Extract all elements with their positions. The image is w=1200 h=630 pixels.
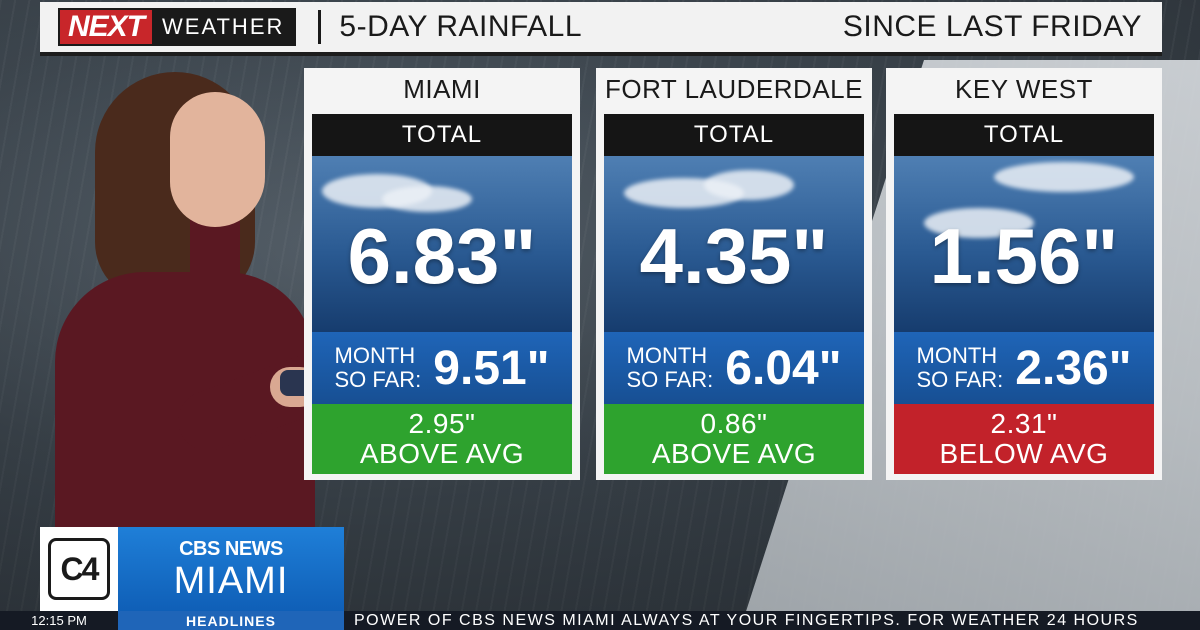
ticker-headlines-label: HEADLINES xyxy=(118,611,344,630)
sky-panel: 4.35" xyxy=(604,156,864,332)
avg-text: BELOW AVG xyxy=(939,438,1109,469)
avg-box: 2.95" ABOVE AVG xyxy=(312,404,572,474)
next-weather-logo: NEXT WEATHER xyxy=(58,8,297,46)
month-so-far-value: 6.04" xyxy=(725,341,842,395)
total-value: 4.35" xyxy=(639,211,829,300)
graphic-header: NEXT WEATHER 5-DAY RAINFALL SINCE LAST F… xyxy=(40,2,1162,56)
presenter xyxy=(55,72,351,542)
station-network: CBS NEWS xyxy=(179,537,283,560)
sky-panel: 1.56" xyxy=(894,156,1154,332)
total-value: 6.83" xyxy=(347,211,537,300)
cbs4-logo: C4 xyxy=(40,527,118,611)
brand-weather: WEATHER xyxy=(152,10,295,44)
month-label-line1: MONTH xyxy=(334,343,416,368)
sky-panel: 6.83" xyxy=(312,156,572,332)
header-divider xyxy=(318,10,322,44)
station-city: MIAMI xyxy=(173,559,289,602)
ticker-text: POWER OF CBS NEWS MIAMI ALWAYS AT YOUR F… xyxy=(354,611,1139,629)
presenter-face xyxy=(170,92,265,227)
month-so-far-label: MONTH SO FAR: xyxy=(335,344,422,392)
month-so-far-label: MONTH SO FAR: xyxy=(917,344,1004,392)
rain-card-miami: MIAMI TOTAL 6.83" MONTH SO FAR: 9.51" 2.… xyxy=(304,68,580,480)
month-label-line1: MONTH xyxy=(916,343,998,368)
station-banner: CBS NEWS MIAMI xyxy=(118,527,344,611)
total-value: 1.56" xyxy=(929,211,1119,300)
month-so-far-row: MONTH SO FAR: 2.36" xyxy=(894,332,1154,404)
card-city: MIAMI xyxy=(403,73,481,104)
month-so-far-row: MONTH SO FAR: 6.04" xyxy=(604,332,864,404)
brand-next: NEXT xyxy=(60,10,153,44)
avg-value: 0.86" xyxy=(700,408,768,439)
month-so-far-value: 2.36" xyxy=(1015,341,1132,395)
month-label-line1: MONTH xyxy=(626,343,708,368)
avg-box: 2.31" BELOW AVG xyxy=(894,404,1154,474)
cloud-icon xyxy=(382,186,472,212)
rain-card-fort-lauderdale: FORT LAUDERDALE TOTAL 4.35" MONTH SO FAR… xyxy=(596,68,872,480)
ticker-time: 12:15 PM xyxy=(31,613,87,628)
avg-value: 2.31" xyxy=(990,408,1058,439)
rain-card-key-west: KEY WEST TOTAL 1.56" MONTH SO FAR: 2.36"… xyxy=(886,68,1162,480)
cloud-icon xyxy=(704,170,794,200)
month-so-far-label: MONTH SO FAR: xyxy=(627,344,714,392)
month-label-line2: SO FAR: xyxy=(626,367,714,392)
news-ticker: 12:15 PM HEADLINES POWER OF CBS NEWS MIA… xyxy=(0,611,1200,630)
cbs-eye-icon: C4 xyxy=(48,538,110,600)
total-label: TOTAL xyxy=(312,114,572,156)
graphic-title: 5-DAY RAINFALL xyxy=(339,10,583,43)
avg-value: 2.95" xyxy=(408,408,476,439)
avg-text: ABOVE AVG xyxy=(651,438,817,469)
total-label: TOTAL xyxy=(894,114,1154,156)
month-so-far-row: MONTH SO FAR: 9.51" xyxy=(312,332,572,404)
graphic-subtitle: SINCE LAST FRIDAY xyxy=(842,10,1142,43)
month-label-line2: SO FAR: xyxy=(916,367,1004,392)
cloud-icon xyxy=(994,162,1134,192)
month-so-far-value: 9.51" xyxy=(433,341,550,395)
cloud-icon xyxy=(924,208,1034,238)
avg-box: 0.86" ABOVE AVG xyxy=(604,404,864,474)
card-city: KEY WEST xyxy=(955,73,1093,104)
card-city: FORT LAUDERDALE xyxy=(605,73,863,104)
avg-text: ABOVE AVG xyxy=(359,438,525,469)
month-label-line2: SO FAR: xyxy=(334,367,422,392)
total-label: TOTAL xyxy=(604,114,864,156)
